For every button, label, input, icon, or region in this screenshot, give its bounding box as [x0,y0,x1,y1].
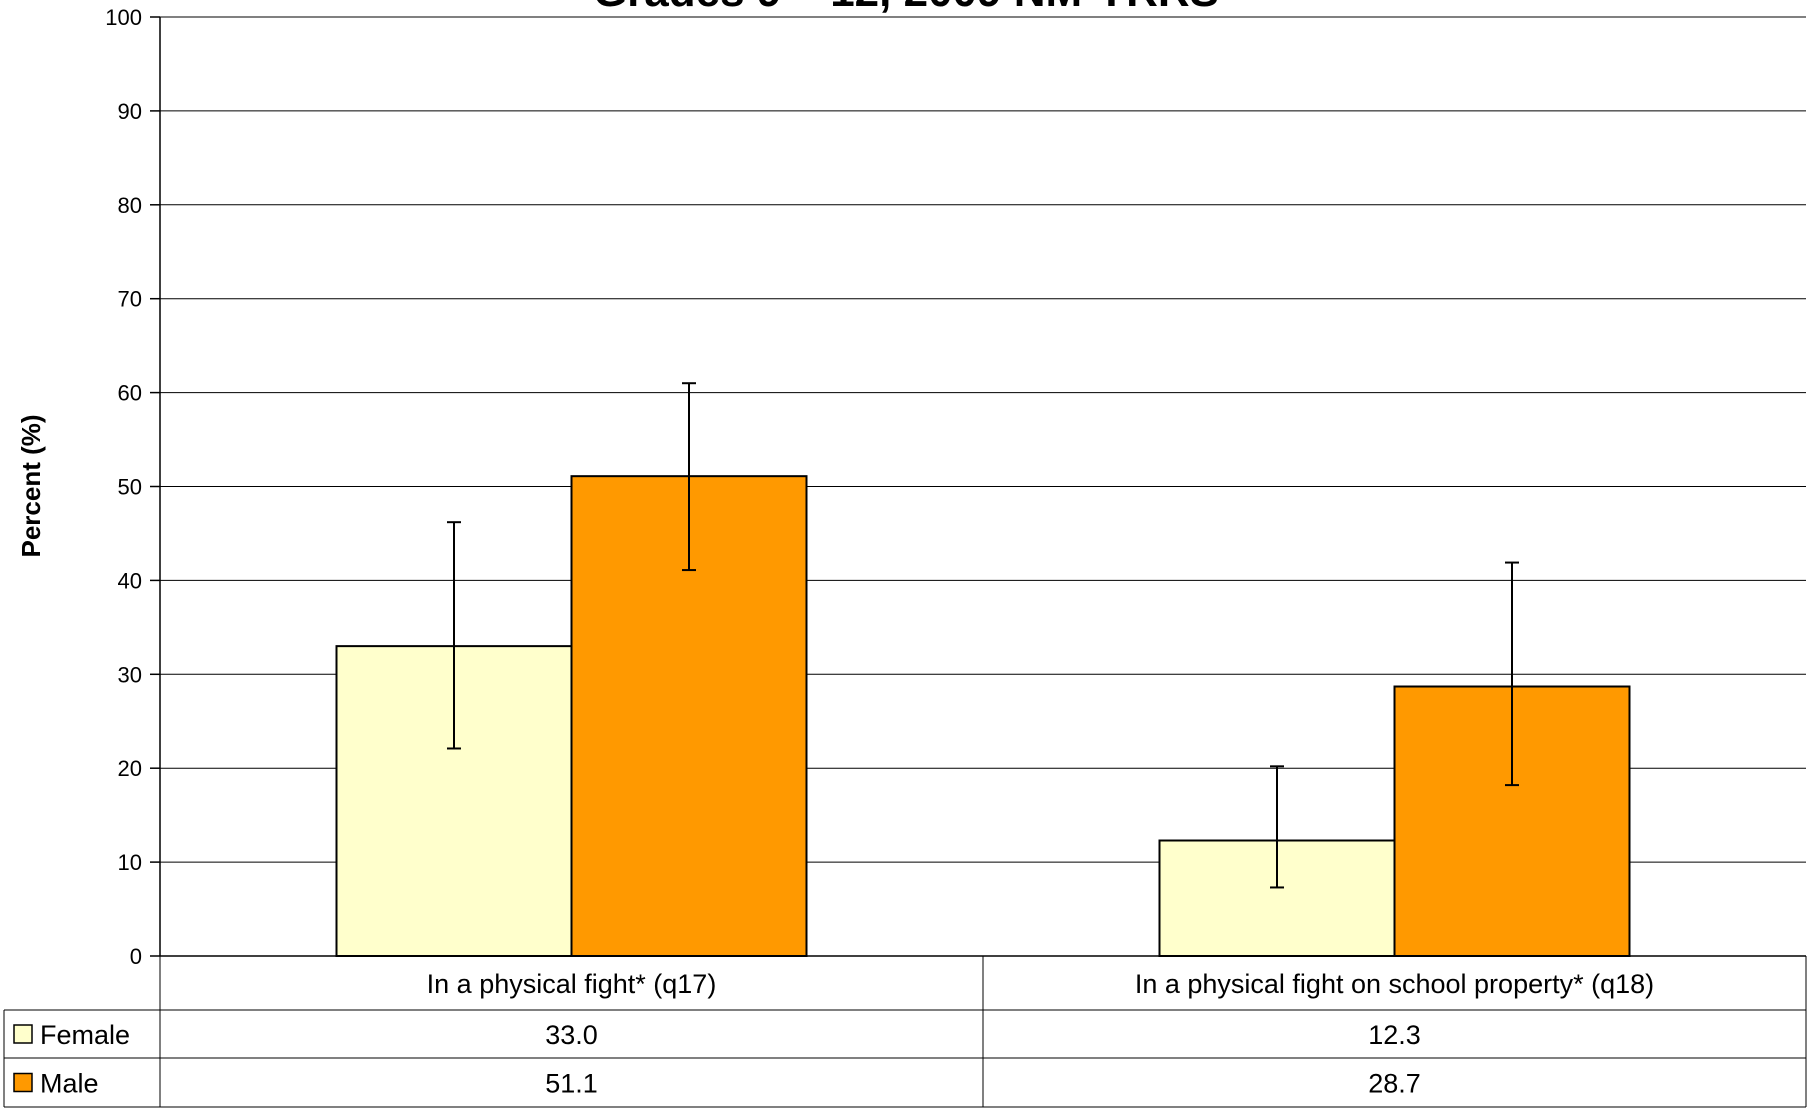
y-tick-label: 0 [130,944,142,969]
chart-title: Grades 9 – 12, 2009 NM-YRRS [593,0,1219,16]
legend-swatch-female [13,1024,33,1044]
y-tick-label: 100 [105,5,142,30]
error-bars [447,382,1519,889]
legend-label-female: Female [40,1020,130,1050]
y-tick-label: 20 [118,756,142,781]
y-tick-label: 10 [118,850,142,875]
y-axis-ticks: 0 10 20 30 40 50 60 70 80 90 100 [105,5,160,969]
error-bar [682,382,696,572]
error-bar [1505,561,1519,787]
y-tick-label: 70 [118,287,142,312]
y-tick-label: 30 [118,662,142,687]
data-label: 12.3 [1368,1020,1421,1050]
data-table: In a physical fight* (q17) In a physical … [3,956,1807,1108]
legend-label-male: Male [40,1069,99,1099]
y-tick-label: 60 [118,381,142,406]
y-tick-label: 90 [118,99,142,124]
y-tick-label: 40 [118,568,142,593]
legend-swatch-male [13,1072,33,1093]
data-label: 28.7 [1368,1069,1421,1099]
y-axis-title: Percent (%) [16,414,46,557]
error-bar [1270,765,1284,889]
category-label: In a physical fight on school property* … [1135,969,1654,999]
y-tick-label: 80 [118,193,142,218]
y-tick-label: 50 [118,475,142,500]
data-label: 51.1 [545,1069,598,1099]
category-label: In a physical fight* (q17) [427,969,717,999]
error-bar [447,521,461,750]
data-label: 33.0 [545,1020,598,1050]
bars [335,475,1631,958]
